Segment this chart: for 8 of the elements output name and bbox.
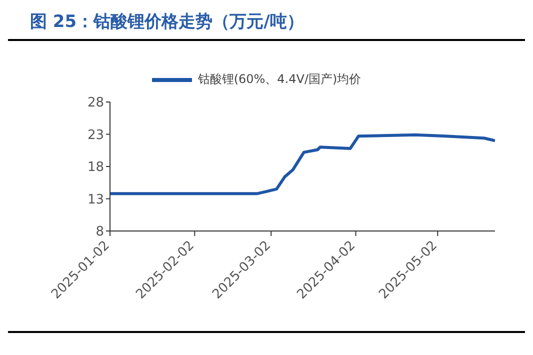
- y-tick-label: 23: [87, 128, 104, 143]
- y-tick-label: 18: [87, 160, 104, 176]
- legend-label: 钴酸锂(60%、4.4V/国产)均价: [196, 71, 362, 88]
- y-tick-label: 13: [87, 192, 104, 208]
- y-tick-label: 8: [96, 224, 104, 240]
- line-series: [110, 133, 495, 196]
- chart-title: 图 25：钴酸锂价格走势（万元/吨）: [8, 8, 525, 41]
- y-tick-label: 28: [87, 96, 104, 111]
